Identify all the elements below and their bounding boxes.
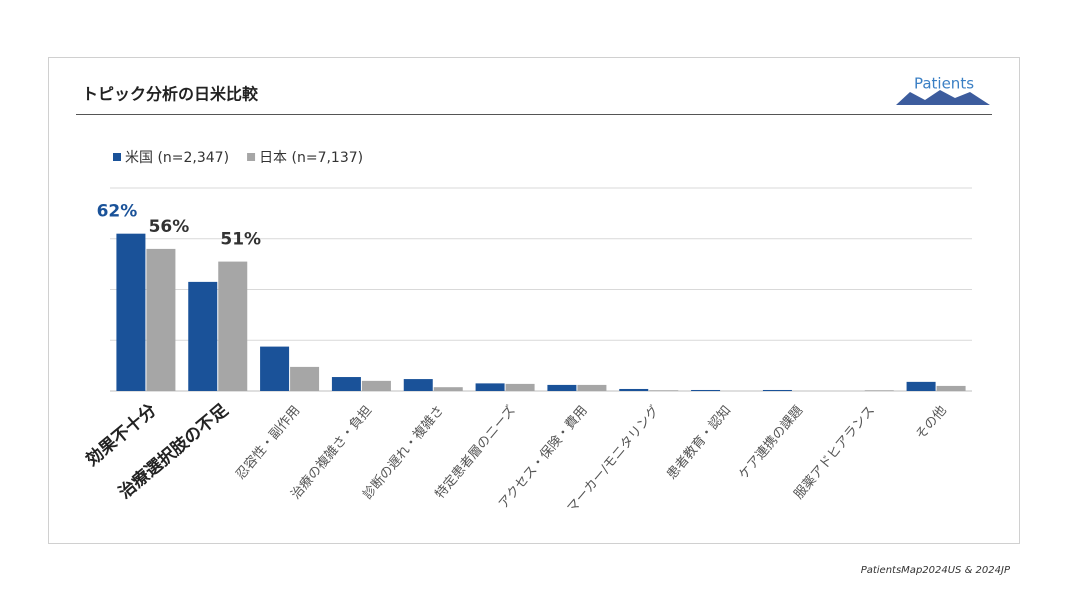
bar xyxy=(762,389,792,391)
logo: Patients xyxy=(896,75,990,105)
bar xyxy=(475,383,505,391)
bar xyxy=(547,384,577,391)
bar xyxy=(577,384,607,391)
bar xyxy=(146,248,176,391)
bar xyxy=(505,383,535,391)
source-note: PatientsMap2024US & 2024JP xyxy=(861,565,1011,576)
bar xyxy=(649,390,679,391)
bar xyxy=(361,380,391,391)
bar xyxy=(691,389,721,391)
value-label: 51% xyxy=(220,230,261,250)
value-label: 62% xyxy=(97,202,138,222)
bar xyxy=(864,390,894,391)
bar xyxy=(188,281,218,391)
bar xyxy=(260,346,290,391)
bar xyxy=(290,366,320,391)
bar xyxy=(331,377,361,391)
value-label: 56% xyxy=(149,217,190,237)
legend-swatch xyxy=(247,153,256,161)
legend-label: 米国 (n=2,347) xyxy=(125,150,229,166)
chart-title: トピック分析の日米比較 xyxy=(82,85,259,104)
bar xyxy=(619,388,649,391)
logo-text: Patients xyxy=(914,75,974,93)
bar xyxy=(433,387,463,391)
legend-label: 日本 (n=7,137) xyxy=(259,150,363,166)
logo-map xyxy=(896,90,990,105)
bar xyxy=(936,385,966,391)
bar xyxy=(906,381,936,391)
bar xyxy=(116,233,146,391)
bar xyxy=(218,261,248,391)
legend-swatch xyxy=(113,153,121,161)
bar xyxy=(403,379,433,391)
